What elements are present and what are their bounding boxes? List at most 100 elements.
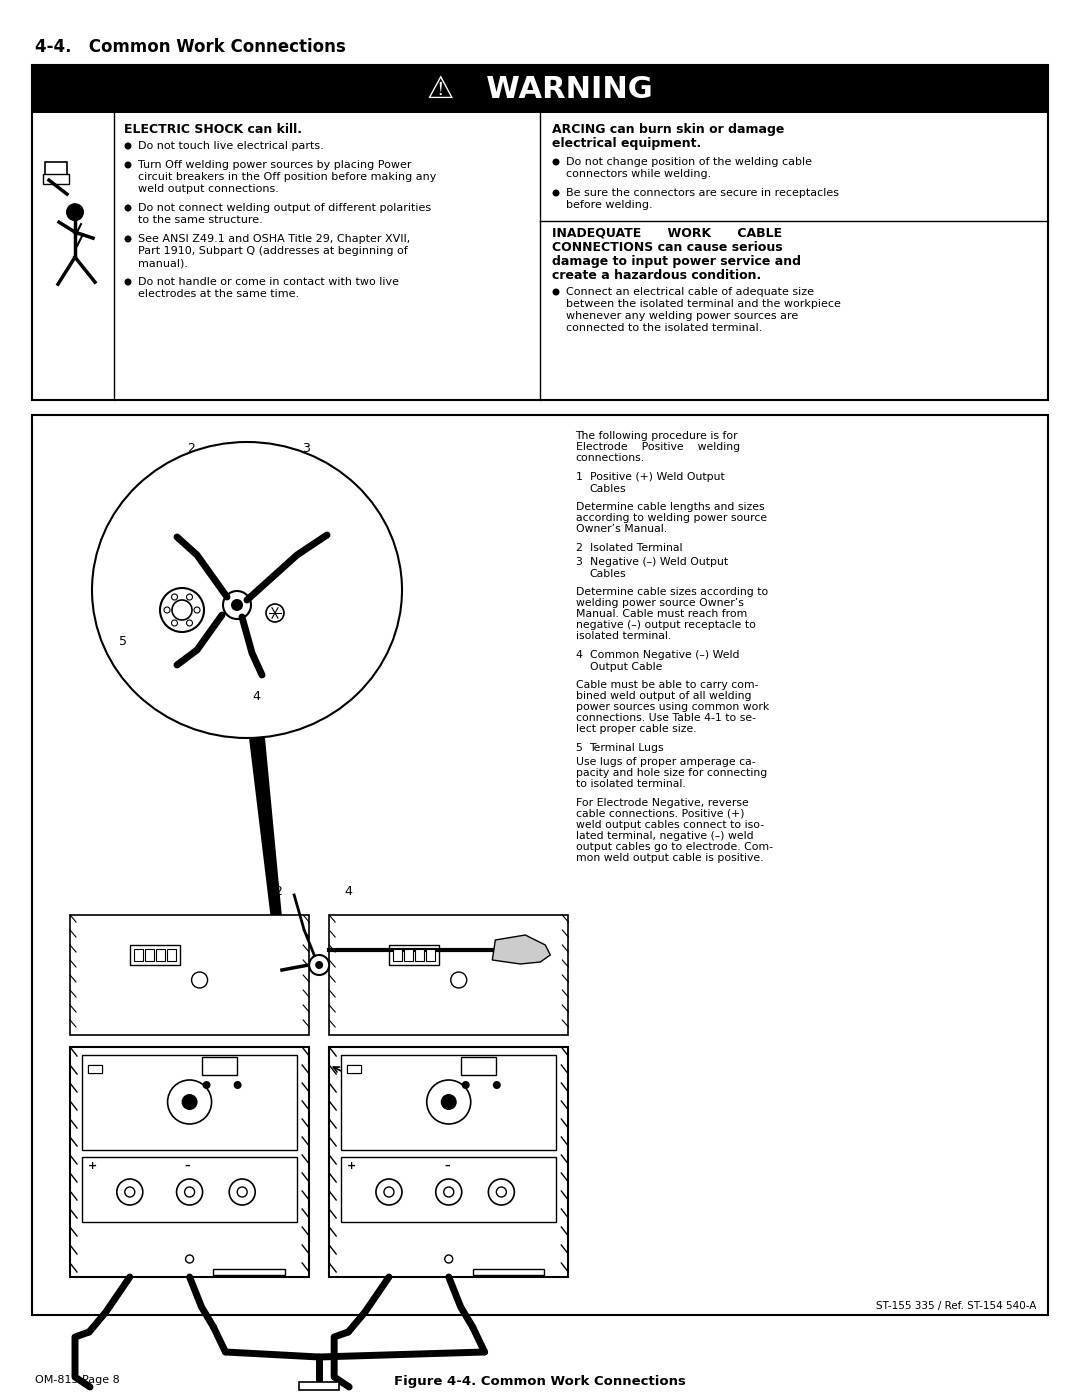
Text: welding power source Owner’s: welding power source Owner’s [576, 598, 743, 608]
Text: mon weld output cable is positive.: mon weld output cable is positive. [576, 854, 764, 863]
Circle shape [124, 236, 132, 243]
Bar [347, 1065, 361, 1073]
Circle shape [164, 608, 170, 613]
Text: electrodes at the same time.: electrodes at the same time. [138, 289, 299, 299]
Text: connected to the isolated terminal.: connected to the isolated terminal. [566, 323, 762, 332]
Bar [426, 949, 435, 961]
Text: lated terminal, negative (–) weld: lated terminal, negative (–) weld [576, 831, 753, 841]
Text: Output Cable: Output Cable [590, 662, 662, 672]
Text: –: – [185, 1161, 190, 1171]
Text: output cables go to electrode. Com-: output cables go to electrode. Com- [576, 842, 772, 852]
Text: 1: 1 [576, 472, 582, 482]
Text: Determine cable lengths and sizes: Determine cable lengths and sizes [576, 502, 765, 511]
Bar [404, 949, 413, 961]
Circle shape [444, 1187, 454, 1197]
Bar [329, 915, 568, 1035]
Text: to the same structure.: to the same structure. [138, 215, 262, 225]
Text: whenever any welding power sources are: whenever any welding power sources are [566, 312, 798, 321]
Text: +: + [87, 1161, 97, 1171]
Text: Do not touch live electrical parts.: Do not touch live electrical parts. [138, 141, 324, 151]
Text: Turn Off welding power sources by placing Power: Turn Off welding power sources by placin… [138, 161, 411, 170]
Circle shape [191, 972, 207, 988]
Bar [415, 949, 424, 961]
Text: OM-815 Page 8: OM-815 Page 8 [35, 1375, 120, 1384]
Bar [130, 944, 179, 965]
Text: Do not change position of the welding cable: Do not change position of the welding ca… [566, 156, 812, 168]
Text: pacity and hole size for connecting: pacity and hole size for connecting [576, 768, 767, 778]
Circle shape [187, 620, 192, 626]
Text: ARCING can burn skin or damage: ARCING can burn skin or damage [552, 123, 784, 136]
Bar [82, 1157, 297, 1222]
Text: Use lugs of proper amperage ca-: Use lugs of proper amperage ca- [576, 757, 755, 767]
Circle shape [492, 1081, 501, 1090]
Text: –: – [444, 1161, 449, 1171]
Bar [87, 1065, 102, 1073]
Circle shape [497, 1187, 507, 1197]
Bar [82, 1055, 297, 1150]
Text: Connect an electrical cable of adequate size: Connect an electrical cable of adequate … [566, 286, 814, 298]
Circle shape [66, 203, 84, 221]
Text: CONNECTIONS can cause serious: CONNECTIONS can cause serious [552, 242, 783, 254]
Circle shape [376, 1179, 402, 1206]
Circle shape [172, 620, 177, 626]
Text: weld output connections.: weld output connections. [138, 184, 279, 194]
Text: before welding.: before welding. [566, 200, 652, 210]
Text: +: + [347, 1161, 356, 1171]
Circle shape [553, 289, 559, 296]
Text: 4-4.   Common Work Connections: 4-4. Common Work Connections [35, 38, 346, 56]
Bar [45, 162, 67, 180]
Text: isolated terminal.: isolated terminal. [576, 631, 671, 641]
Circle shape [461, 1081, 470, 1090]
Circle shape [435, 1179, 462, 1206]
Text: Electrode    Positive    welding: Electrode Positive welding [576, 441, 740, 453]
Text: Manual. Cable must reach from: Manual. Cable must reach from [576, 609, 746, 619]
Text: Isolated Terminal: Isolated Terminal [590, 543, 683, 553]
Bar [299, 1382, 339, 1390]
Circle shape [233, 1081, 242, 1090]
Circle shape [222, 591, 251, 619]
Bar [341, 1157, 556, 1222]
Circle shape [203, 1081, 211, 1090]
Text: manual).: manual). [138, 258, 188, 268]
Circle shape [172, 594, 177, 599]
Bar [32, 66, 1048, 113]
Circle shape [167, 1080, 212, 1125]
Text: 5: 5 [119, 636, 127, 648]
Text: negative (–) output receptacle to: negative (–) output receptacle to [576, 620, 755, 630]
Bar [70, 1046, 309, 1277]
Text: to isolated terminal.: to isolated terminal. [576, 780, 686, 789]
Text: Cables: Cables [590, 483, 626, 495]
Circle shape [181, 1094, 198, 1111]
Text: bined weld output of all welding: bined weld output of all welding [576, 692, 751, 701]
Circle shape [160, 588, 204, 631]
Text: For Electrode Negative, reverse: For Electrode Negative, reverse [576, 798, 748, 807]
Text: connections.: connections. [576, 453, 645, 462]
Text: circuit breakers in the Off position before making any: circuit breakers in the Off position bef… [138, 172, 436, 182]
Text: See ANSI Z49.1 and OSHA Title 29, Chapter XVII,: See ANSI Z49.1 and OSHA Title 29, Chapte… [138, 235, 410, 244]
Text: power sources using common work: power sources using common work [576, 703, 769, 712]
Text: ST-155 335 / Ref. ST-154 540-A: ST-155 335 / Ref. ST-154 540-A [876, 1301, 1036, 1310]
Text: 4: 4 [345, 886, 352, 898]
Circle shape [229, 1179, 255, 1206]
Text: Determine cable sizes according to: Determine cable sizes according to [576, 587, 768, 597]
Text: connectors while welding.: connectors while welding. [566, 169, 712, 179]
Circle shape [315, 961, 323, 970]
Text: 2: 2 [187, 441, 194, 455]
Text: Positive (+) Weld Output: Positive (+) Weld Output [590, 472, 725, 482]
Circle shape [441, 1094, 457, 1111]
Text: Figure 4-4. Common Work Connections: Figure 4-4. Common Work Connections [394, 1375, 686, 1389]
Circle shape [553, 190, 559, 197]
Text: lect proper cable size.: lect proper cable size. [576, 724, 697, 733]
Bar [393, 949, 402, 961]
Bar [43, 175, 69, 184]
Bar [347, 1065, 361, 1073]
Circle shape [186, 1255, 193, 1263]
Text: Do not connect welding output of different polarities: Do not connect welding output of differe… [138, 203, 431, 212]
Circle shape [177, 1179, 203, 1206]
Bar [461, 1058, 496, 1076]
Text: The following procedure is for: The following procedure is for [576, 432, 739, 441]
Circle shape [187, 594, 192, 599]
Text: Negative (–) Weld Output: Negative (–) Weld Output [590, 557, 728, 567]
Text: damage to input power service and: damage to input power service and [552, 256, 801, 268]
Bar [166, 949, 176, 961]
